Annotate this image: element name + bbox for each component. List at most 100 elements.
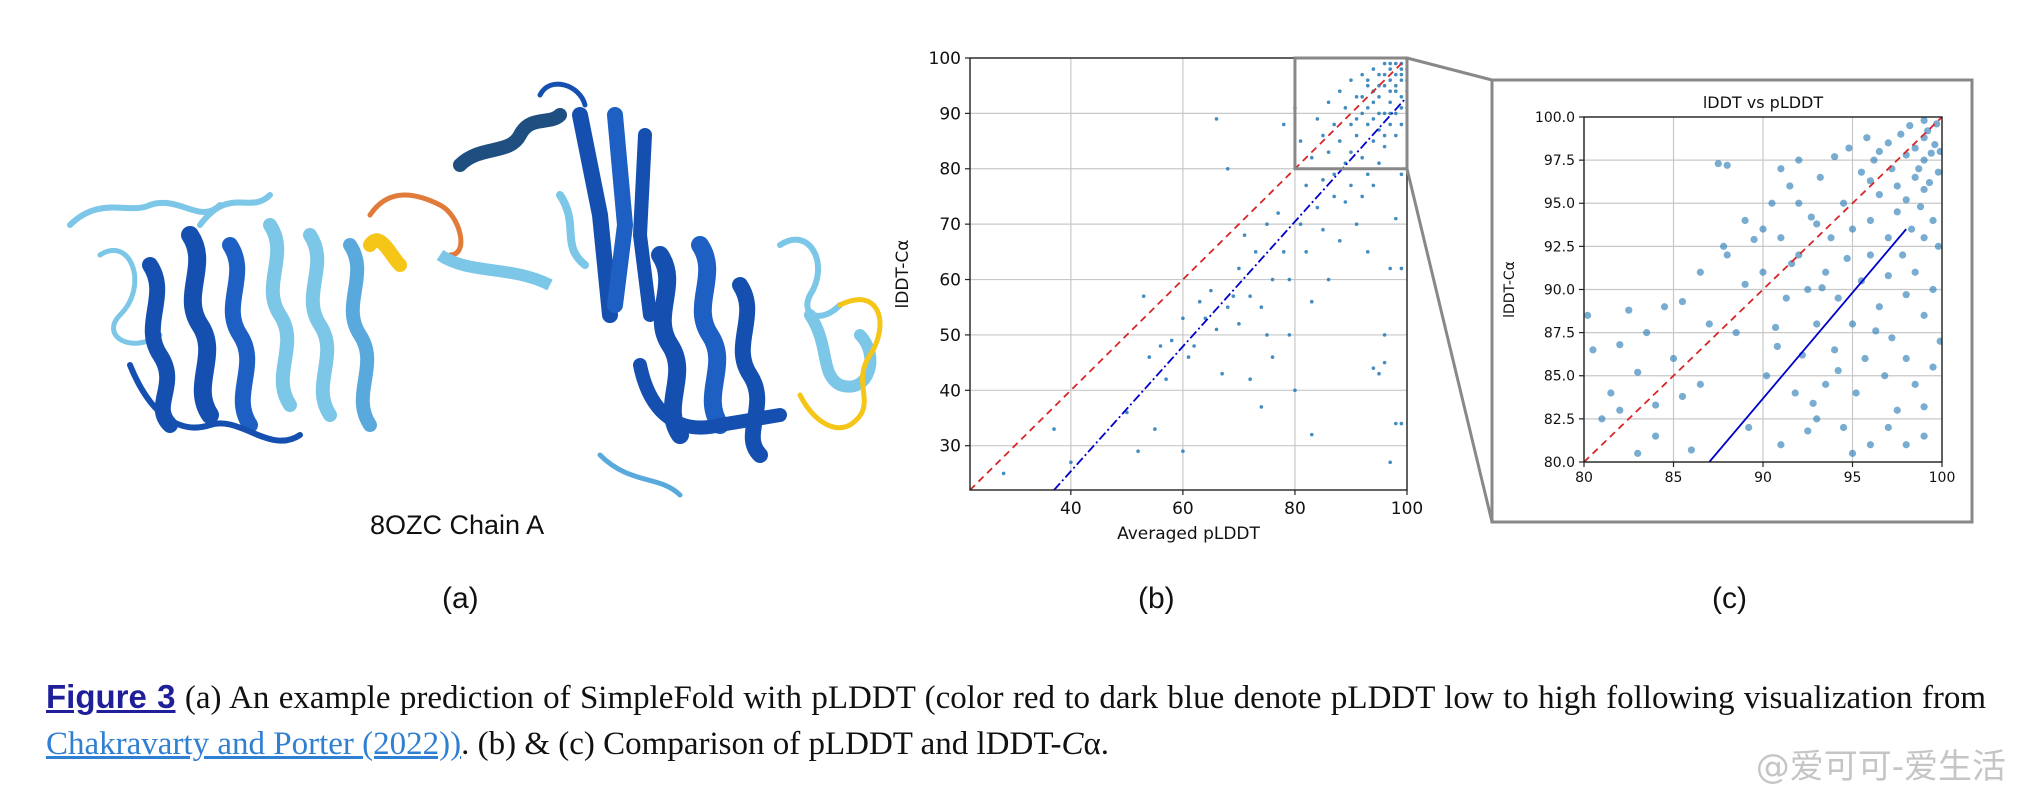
data-point <box>1371 139 1376 143</box>
y-tick-label: 90 <box>939 104 961 124</box>
y-tick-label: 100.0 <box>1535 110 1575 126</box>
protein-right-domain <box>453 81 883 498</box>
data-point <box>1349 183 1353 188</box>
data-point <box>1834 294 1842 302</box>
data-point <box>1777 234 1785 242</box>
data-point <box>1884 423 1892 432</box>
data-point <box>1931 141 1939 149</box>
zoom-connectors <box>1293 56 1974 524</box>
chart-c: 80 85 90 95 100 80.0 82.5 85.0 87.5 90.0 92.5 95.0 9… <box>1502 93 1955 486</box>
data-point <box>1365 122 1370 127</box>
data-point <box>1897 130 1905 138</box>
data-point <box>1377 94 1381 99</box>
data-point <box>1377 371 1381 376</box>
data-point <box>1678 392 1687 401</box>
data-point <box>1192 344 1196 348</box>
x-tick-label: 90 <box>1754 470 1772 486</box>
data-point <box>1813 320 1821 328</box>
data-point <box>1881 372 1889 380</box>
data-point <box>1052 427 1056 431</box>
x-tick-label: 80 <box>1575 470 1593 486</box>
fit-line <box>1053 96 1407 490</box>
data-point <box>1237 266 1241 271</box>
data-point <box>1382 61 1387 66</box>
data-point <box>1270 355 1275 359</box>
data-point <box>1326 277 1331 282</box>
data-point <box>1893 406 1901 414</box>
data-point <box>1354 94 1359 99</box>
x-tick-label: 85 <box>1665 470 1683 486</box>
data-point <box>1371 183 1376 188</box>
data-point <box>1893 182 1901 190</box>
data-point <box>1276 211 1280 215</box>
data-point <box>1822 268 1830 276</box>
y-tick-label: 70 <box>939 215 961 235</box>
data-point <box>1315 205 1320 210</box>
data-point <box>1181 449 1185 454</box>
y-axis-label: lDDT-Cα <box>893 240 913 309</box>
caption-text-4: α. <box>1083 726 1110 762</box>
diagonal-line <box>1584 117 1942 462</box>
x-tick-label: 95 <box>1844 470 1862 486</box>
data-point <box>1875 147 1883 156</box>
data-point <box>1393 61 1398 66</box>
caption-text-2: . (b) & (c) Comparison of pLDDT and lDDT… <box>461 726 1062 762</box>
data-point <box>1332 194 1336 199</box>
data-point <box>1831 346 1839 354</box>
y-tick-label: 80.0 <box>1544 455 1575 471</box>
data-point <box>1382 360 1387 365</box>
inset-frame <box>1490 78 1974 524</box>
data-point <box>1371 366 1376 370</box>
data-point <box>1906 122 1914 130</box>
data-point <box>1382 133 1387 138</box>
data-point <box>1382 111 1387 116</box>
data-point <box>1349 78 1353 82</box>
data-point <box>1169 338 1174 343</box>
data-point <box>1321 133 1325 138</box>
data-point <box>1845 144 1853 152</box>
data-point <box>1902 291 1910 299</box>
data-point <box>1265 222 1269 226</box>
x-axis-label: Averaged pLDDT <box>1117 524 1260 544</box>
data-point <box>1360 194 1364 199</box>
data-point <box>1388 460 1392 465</box>
data-point <box>1809 399 1817 407</box>
data-point <box>1332 172 1336 177</box>
data-point <box>1399 421 1404 426</box>
data-point <box>1393 111 1398 116</box>
y-tick-label: 90.0 <box>1544 282 1575 298</box>
panel-label-c: (c) <box>1712 582 1747 615</box>
figure-reference-link[interactable]: Figure 3 <box>46 678 176 715</box>
data-point <box>1377 161 1381 166</box>
plot-area <box>1584 117 1942 462</box>
data-point <box>1866 216 1874 225</box>
data-point <box>1816 173 1824 181</box>
y-tick-label: 87.5 <box>1544 326 1575 342</box>
data-point <box>1382 83 1387 88</box>
x-tick-label: 60 <box>1172 499 1194 519</box>
data-point <box>1393 83 1398 88</box>
data-point <box>1382 72 1387 77</box>
protein-cartoon-image <box>67 81 883 498</box>
data-point <box>1377 128 1381 132</box>
data-point <box>1839 199 1848 207</box>
data-point <box>1309 432 1314 437</box>
data-point <box>1777 441 1785 449</box>
data-point <box>1231 294 1236 298</box>
data-point <box>1933 120 1941 128</box>
data-point <box>1857 168 1866 176</box>
data-point <box>1870 156 1878 164</box>
data-point <box>1643 329 1651 337</box>
data-point <box>1371 100 1376 105</box>
data-point <box>1902 441 1910 449</box>
data-point <box>1687 446 1695 454</box>
citation-link[interactable]: Chakravarty and Porter (2022)) <box>46 726 462 762</box>
data-point <box>1181 316 1185 321</box>
data-point <box>1872 327 1880 335</box>
data-point <box>1270 277 1275 282</box>
data-point <box>1920 234 1928 242</box>
data-point <box>1852 389 1860 397</box>
data-point <box>1788 260 1796 268</box>
data-point <box>1866 177 1874 185</box>
data-point <box>1804 285 1812 294</box>
